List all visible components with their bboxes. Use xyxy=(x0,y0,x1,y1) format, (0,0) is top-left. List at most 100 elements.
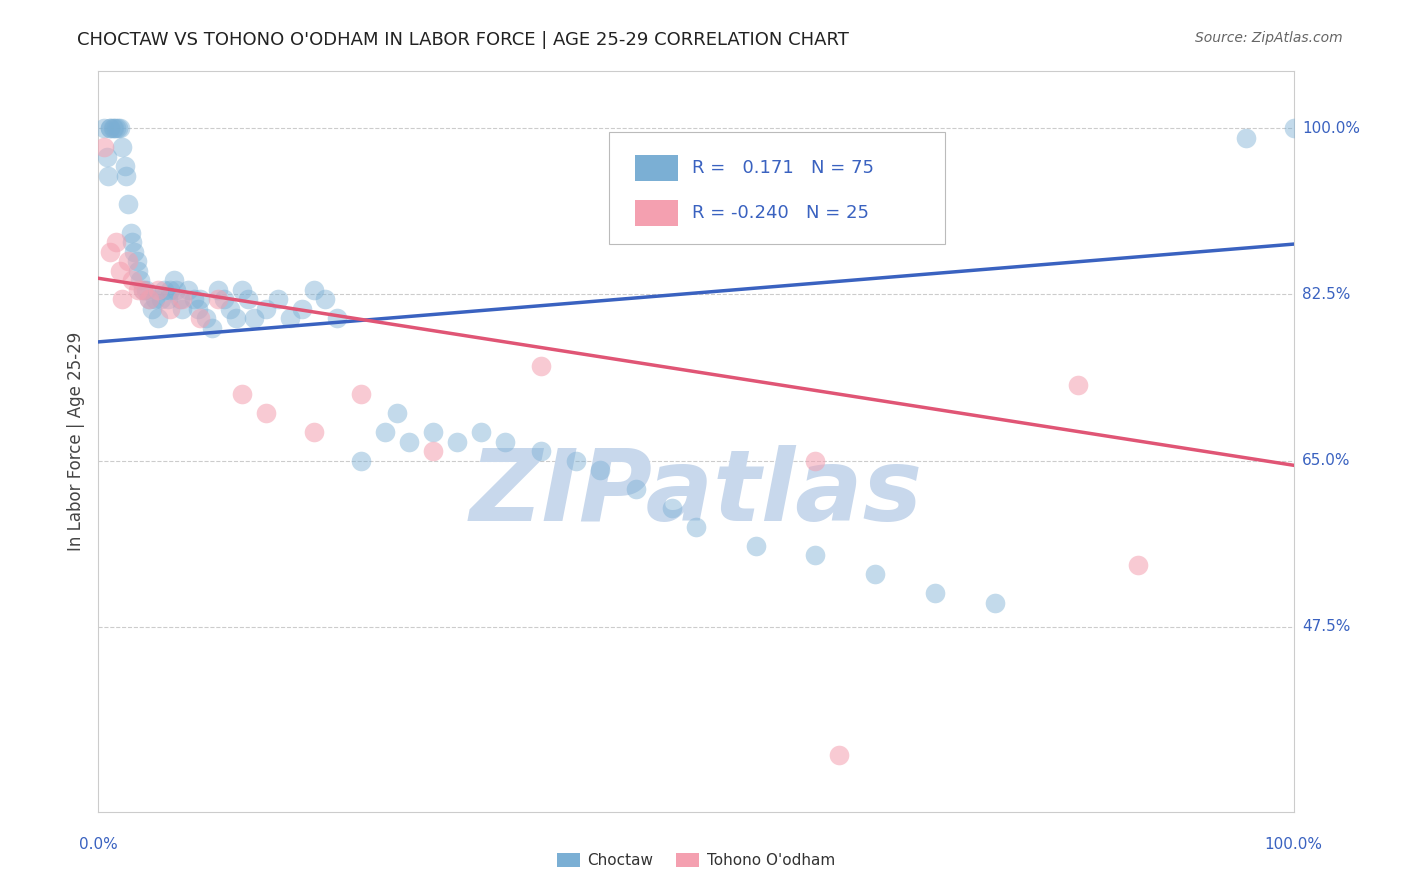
Point xyxy=(254,301,277,316)
Point xyxy=(117,197,139,211)
Point xyxy=(302,283,325,297)
Point xyxy=(149,292,172,306)
Point xyxy=(172,301,194,316)
Text: 100.0%: 100.0% xyxy=(1302,120,1360,136)
Point xyxy=(183,292,205,306)
Point xyxy=(127,283,149,297)
Point xyxy=(1234,130,1257,145)
Point xyxy=(685,520,707,534)
Point xyxy=(626,482,648,496)
Point xyxy=(291,301,314,316)
Point xyxy=(804,549,827,563)
Point xyxy=(165,283,187,297)
Point xyxy=(201,320,224,334)
Point xyxy=(188,292,211,306)
Point xyxy=(117,254,139,268)
Point xyxy=(530,359,553,373)
Point xyxy=(207,283,229,297)
Point xyxy=(254,406,277,420)
Point xyxy=(187,301,209,316)
Point xyxy=(745,539,768,553)
Point xyxy=(661,500,683,515)
Text: ZIPatlas: ZIPatlas xyxy=(470,445,922,541)
Point xyxy=(177,283,200,297)
Point xyxy=(148,283,170,297)
Point xyxy=(212,292,235,306)
Point xyxy=(103,121,125,136)
Text: 47.5%: 47.5% xyxy=(1302,619,1350,634)
Point xyxy=(398,434,420,449)
Text: 0.0%: 0.0% xyxy=(79,837,118,852)
Point xyxy=(236,292,259,306)
Point xyxy=(984,596,1007,610)
Point xyxy=(121,273,143,287)
Point xyxy=(148,311,170,326)
Point xyxy=(1282,121,1305,136)
Point xyxy=(159,301,181,316)
Point xyxy=(98,244,122,259)
Point xyxy=(138,292,160,306)
Point xyxy=(96,150,118,164)
Point xyxy=(131,283,153,297)
Point xyxy=(93,140,115,154)
Point xyxy=(374,425,396,439)
Point xyxy=(97,169,120,183)
Point xyxy=(114,159,136,173)
Point xyxy=(422,444,444,458)
Point xyxy=(98,121,122,136)
Point xyxy=(138,292,160,306)
Text: R =   0.171   N = 75: R = 0.171 N = 75 xyxy=(692,159,875,177)
Point xyxy=(446,434,468,449)
Point xyxy=(565,453,588,467)
Point xyxy=(105,121,128,136)
Point xyxy=(101,121,124,136)
Point xyxy=(163,273,186,287)
Y-axis label: In Labor Force | Age 25-29: In Labor Force | Age 25-29 xyxy=(66,332,84,551)
Point xyxy=(93,121,115,136)
Point xyxy=(98,121,122,136)
Point xyxy=(120,226,142,240)
Point xyxy=(828,747,851,762)
Point xyxy=(302,425,325,439)
Point xyxy=(865,567,887,582)
Point xyxy=(243,311,266,326)
Point xyxy=(127,263,149,277)
Point xyxy=(219,301,242,316)
Point xyxy=(924,586,946,600)
Point xyxy=(143,292,166,306)
Point xyxy=(1067,377,1090,392)
FancyBboxPatch shape xyxy=(636,154,678,181)
Point xyxy=(267,292,290,306)
Point xyxy=(804,453,827,467)
Point xyxy=(470,425,492,439)
Point xyxy=(278,311,301,326)
Point xyxy=(422,425,444,439)
Text: Source: ZipAtlas.com: Source: ZipAtlas.com xyxy=(1195,31,1343,45)
Point xyxy=(231,283,253,297)
Point xyxy=(326,311,349,326)
Point xyxy=(225,311,247,326)
Point xyxy=(156,292,179,306)
FancyBboxPatch shape xyxy=(636,200,678,227)
Legend: Choctaw, Tohono O'odham: Choctaw, Tohono O'odham xyxy=(551,847,841,874)
Point xyxy=(350,387,373,401)
Point xyxy=(111,140,134,154)
Point xyxy=(530,444,553,458)
Point xyxy=(159,283,181,297)
Point xyxy=(169,292,191,306)
Point xyxy=(231,387,253,401)
FancyBboxPatch shape xyxy=(609,132,945,244)
Point xyxy=(121,235,143,250)
Point xyxy=(1128,558,1150,572)
Point xyxy=(124,244,146,259)
Point xyxy=(350,453,373,467)
Point xyxy=(115,169,138,183)
Point xyxy=(108,121,131,136)
Text: 65.0%: 65.0% xyxy=(1302,453,1350,468)
Text: 100.0%: 100.0% xyxy=(1264,837,1323,852)
Text: CHOCTAW VS TOHONO O'ODHAM IN LABOR FORCE | AGE 25-29 CORRELATION CHART: CHOCTAW VS TOHONO O'ODHAM IN LABOR FORCE… xyxy=(77,31,849,49)
Point xyxy=(111,292,134,306)
Point xyxy=(107,121,129,136)
Point xyxy=(207,292,229,306)
Point xyxy=(131,283,153,297)
